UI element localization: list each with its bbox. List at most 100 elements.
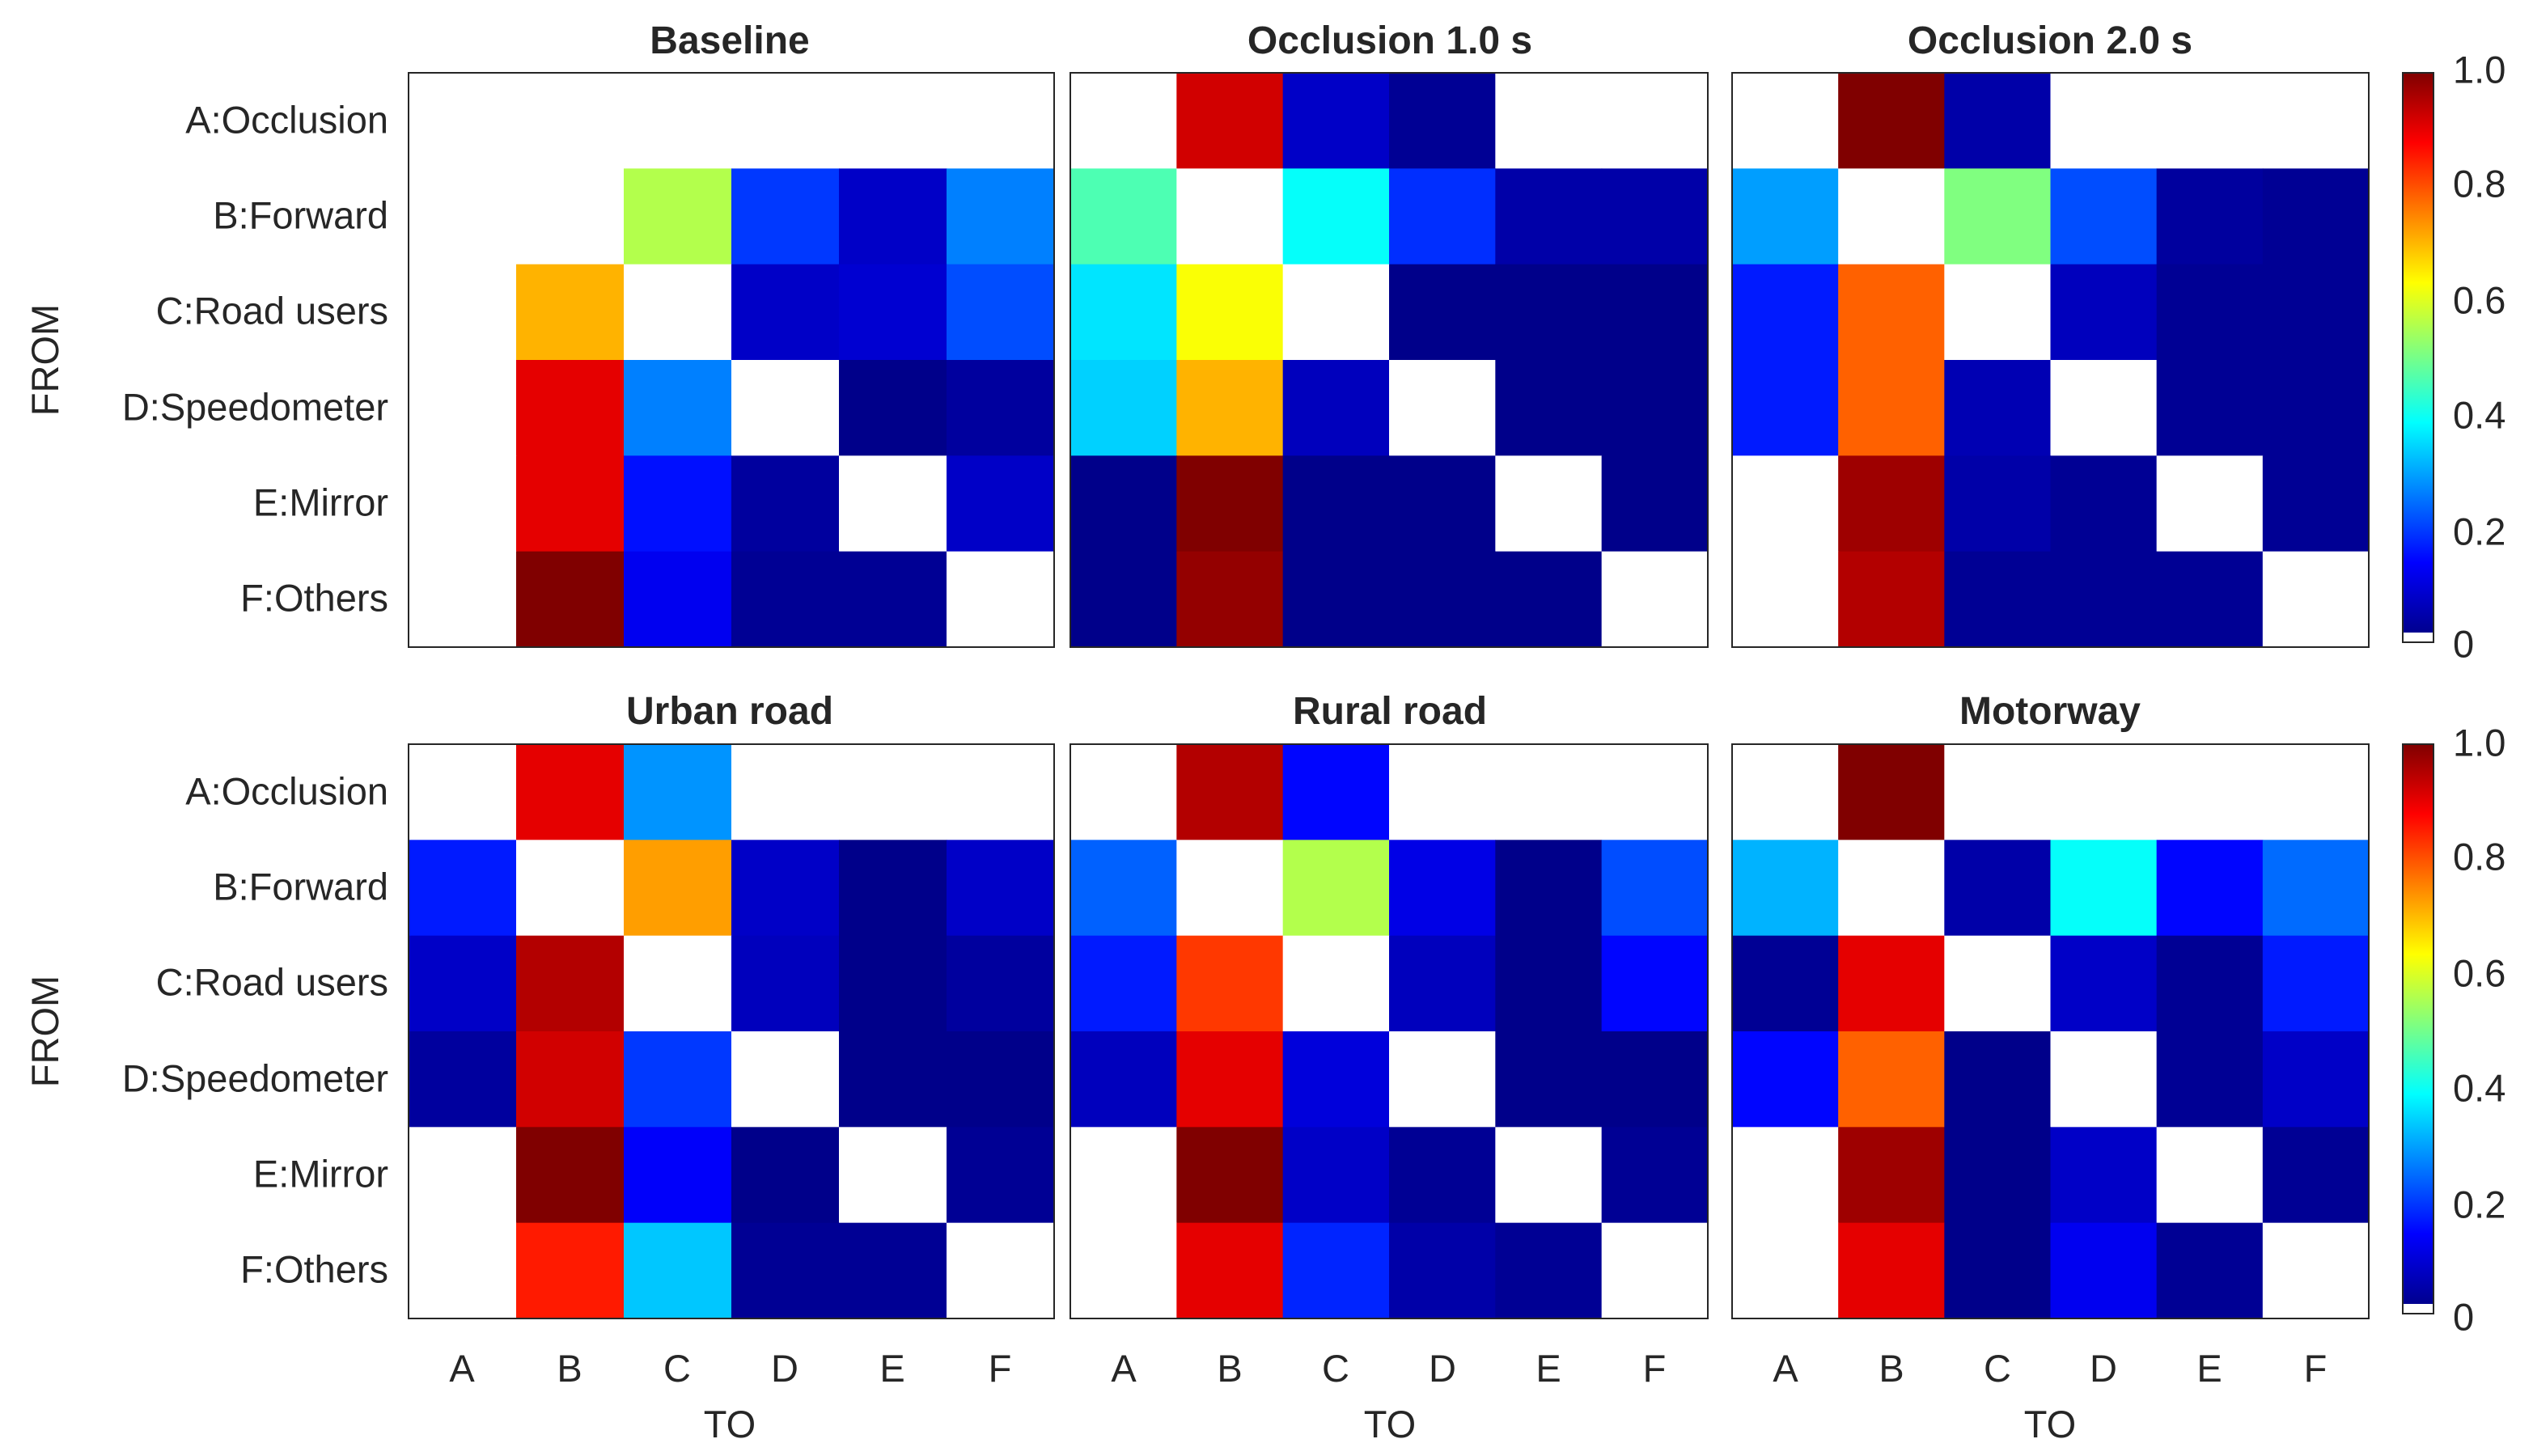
heatmap-cell (624, 744, 732, 840)
heatmap-cell (1389, 1031, 1496, 1128)
heatmap-cell (1389, 455, 1496, 552)
heatmap-cell (2262, 360, 2370, 456)
heatmap-cell (839, 1222, 947, 1319)
heatmap-cell (1070, 1222, 1177, 1319)
heatmap-cell (1732, 360, 1839, 456)
heatmap-cell (1838, 455, 1945, 552)
heatmap-cell (516, 1031, 625, 1128)
heatmap-cells (1070, 73, 1709, 648)
colorbar-top: 0 0.2 0.4 0.6 0.8 1.0 (2402, 48, 2505, 665)
colorbar-tick-label: 0.2 (2453, 1183, 2505, 1225)
y-axis-label: FROM (23, 304, 66, 416)
colorbar-tick-label: 0.6 (2453, 278, 2505, 321)
heatmap-cell (947, 360, 1055, 456)
panel-title: Rural road (1293, 690, 1487, 733)
heatmap-cell (1732, 168, 1839, 265)
heatmap-cell (1282, 551, 1390, 648)
x-axis-label: TO (2024, 1403, 2076, 1445)
heatmap-cell (1838, 168, 1945, 265)
heatmap-cell (1070, 360, 1177, 456)
heatmap-cell (624, 551, 732, 648)
heatmap-cell (1070, 264, 1177, 361)
heatmap-cell (1389, 264, 1496, 361)
heatmap-cell (2156, 455, 2264, 552)
heatmap-cell (1389, 840, 1496, 937)
heatmap-cell (409, 744, 517, 840)
heatmap-cell (947, 264, 1055, 361)
heatmap-cell (1732, 1127, 1839, 1224)
heatmap-cell (1838, 73, 1945, 169)
colorbar-tick-label: 0.8 (2453, 162, 2505, 205)
heatmap-cell (1070, 168, 1177, 265)
heatmap-cell (1732, 840, 1839, 937)
heatmap-cell (1732, 1031, 1839, 1128)
heatmap-cell (1495, 551, 1603, 648)
heatmap-cell (2050, 455, 2158, 552)
heatmap-cell (731, 73, 840, 169)
heatmap-cell (1601, 935, 1709, 1032)
heatmap-cell (624, 840, 732, 937)
heatmap-cell (409, 1031, 517, 1128)
heatmap-cell (1176, 840, 1284, 937)
heatmap-cell (1389, 744, 1496, 840)
y-tick-label: A:Occlusion (185, 98, 388, 141)
heatmap-cell (1944, 551, 2052, 648)
heatmap-cell (1944, 744, 2052, 840)
heatmap-cell (2156, 935, 2264, 1032)
x-tick-label: E (2196, 1347, 2222, 1390)
heatmap-cell (2262, 73, 2370, 169)
panel-rural-road: Rural road A B C D E F TO (1070, 690, 1709, 1445)
heatmap-cell (516, 264, 625, 361)
panel-title: Motorway (1959, 690, 2141, 733)
heatmap-cell (1176, 455, 1284, 552)
heatmap-cell (2262, 455, 2370, 552)
heatmap-cell (409, 168, 517, 265)
heatmap-cell (1282, 1222, 1390, 1319)
heatmap-cell (731, 264, 840, 361)
x-tick-label: C (1322, 1347, 1349, 1390)
heatmap-cell (2262, 1222, 2370, 1319)
heatmap-cell (1944, 1222, 2052, 1319)
panel-motorway: Motorway A B C D E F TO (1731, 690, 2370, 1445)
heatmap-cell (624, 1127, 732, 1224)
colorbar-tick-label: 1.0 (2453, 721, 2505, 764)
heatmap-cell (409, 551, 517, 648)
heatmap-cell (1176, 73, 1284, 169)
y-tick-label: B:Forward (213, 193, 388, 236)
panel-title: Occlusion 2.0 s (1908, 19, 2192, 62)
heatmap-cell (1176, 1222, 1284, 1319)
heatmap-cell (1838, 360, 1945, 456)
heatmap-cell (1495, 264, 1603, 361)
heatmap-cell (1944, 1031, 2052, 1128)
x-axis-label: TO (704, 1403, 756, 1445)
panel-title: Urban road (626, 690, 833, 733)
heatmap-cell (1601, 168, 1709, 265)
axes-frame (408, 743, 1055, 1319)
heatmap-cell (2050, 1222, 2158, 1319)
heatmap-cell (1601, 360, 1709, 456)
heatmap-cell (1495, 455, 1603, 552)
x-tick-label: B (1217, 1347, 1242, 1390)
colorbar-frame (2402, 743, 2434, 1314)
axes-frame (1731, 743, 2370, 1319)
axes-frame (408, 72, 1055, 648)
heatmap-cell (409, 1222, 517, 1319)
heatmap-cell (1070, 744, 1177, 840)
heatmap-cell (1495, 1031, 1603, 1128)
y-tick-label: C:Road users (156, 960, 388, 1003)
heatmap-cell (1070, 935, 1177, 1032)
heatmap-cell (2262, 551, 2370, 648)
heatmap-cell (2156, 744, 2264, 840)
heatmap-cell (1838, 264, 1945, 361)
heatmap-cell (1070, 1031, 1177, 1128)
heatmap-cell (947, 1031, 1055, 1128)
heatmap-cell (516, 935, 625, 1032)
heatmap-cell (2262, 744, 2370, 840)
colorbar-tick-label: 0.4 (2453, 393, 2505, 436)
heatmap-cell (731, 455, 840, 552)
heatmap-cell (1495, 360, 1603, 456)
x-tick-label: C (1984, 1347, 2011, 1390)
heatmap-cell (1838, 1222, 1945, 1319)
heatmap-cell (409, 1127, 517, 1224)
